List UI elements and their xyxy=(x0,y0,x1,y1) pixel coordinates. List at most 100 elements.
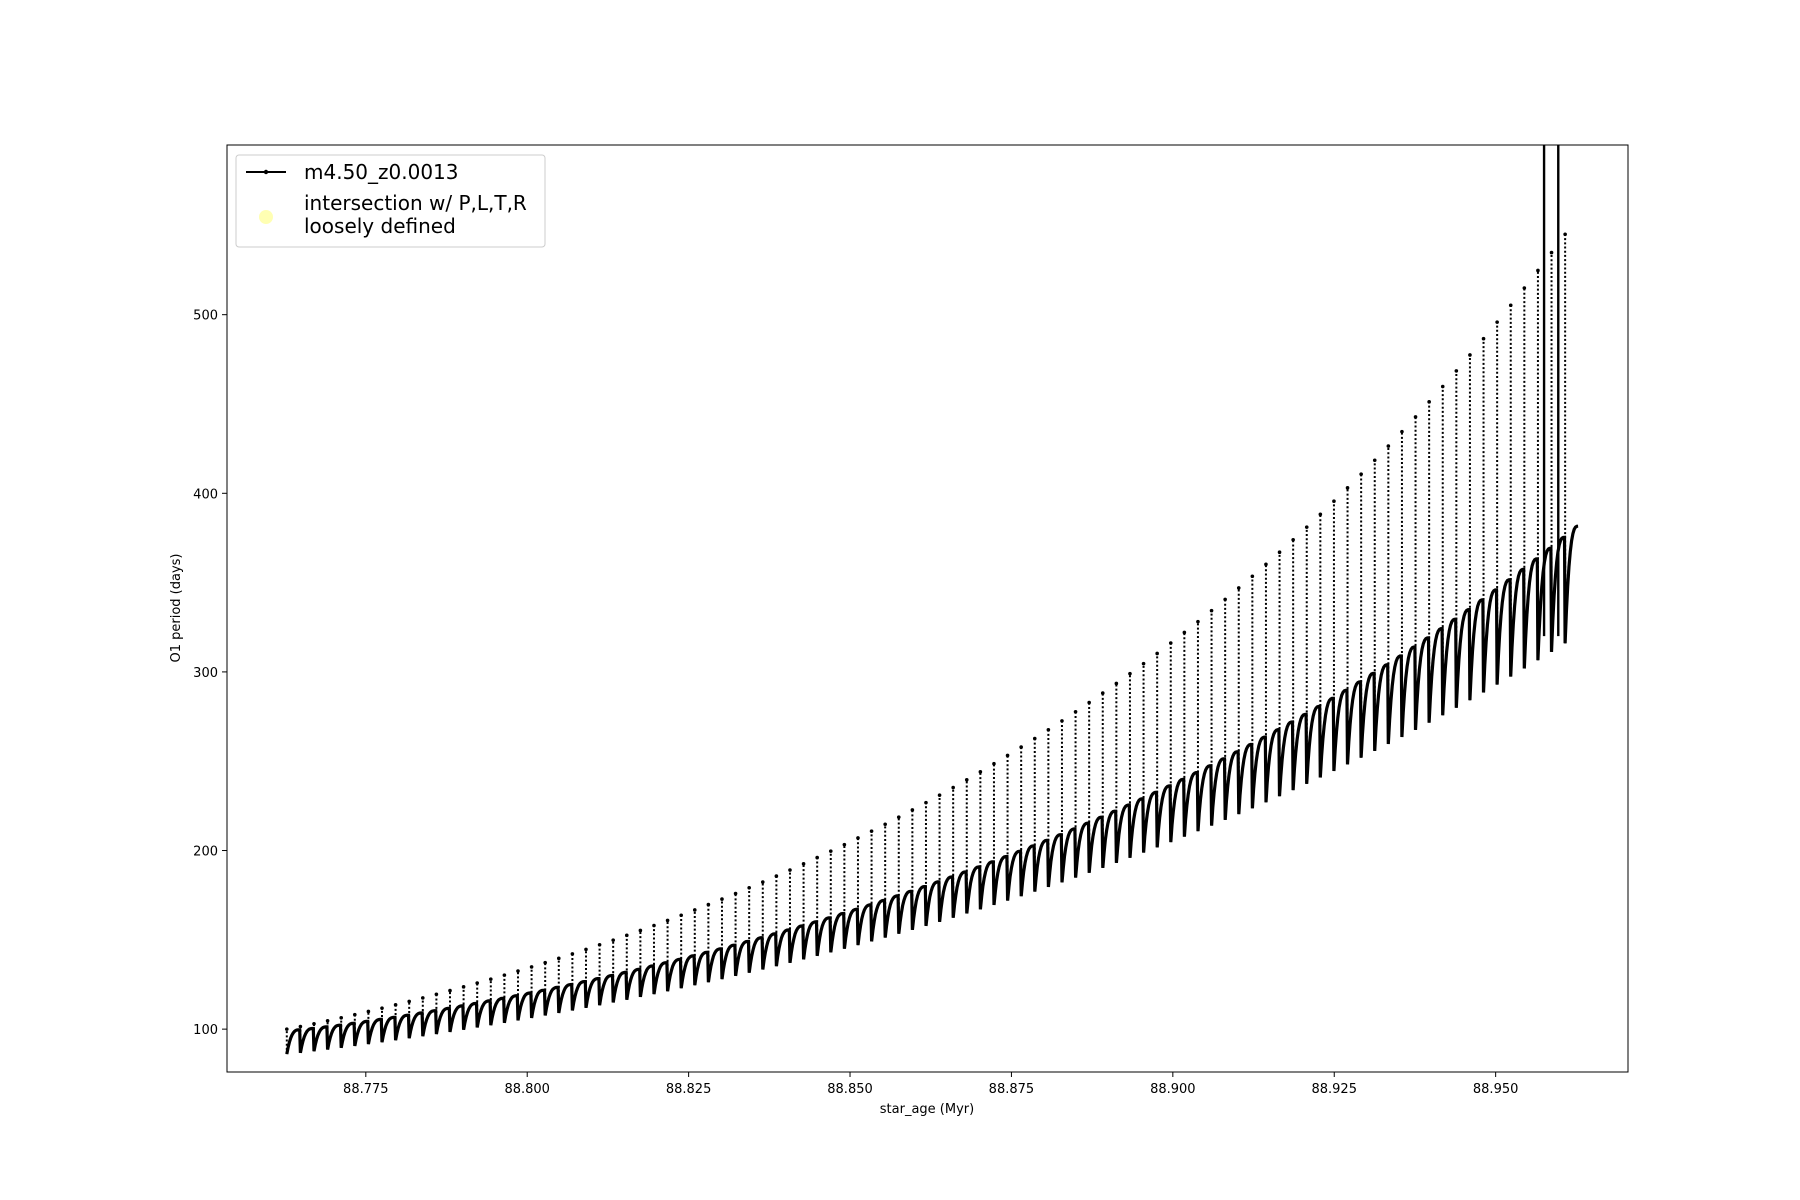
pulse-peak-point xyxy=(1250,574,1255,579)
pulse-peak-point xyxy=(352,1012,357,1017)
pulse-peak-point xyxy=(516,969,520,973)
pulse-peak-point xyxy=(502,973,507,977)
pulse-peak-point xyxy=(760,880,765,884)
legend-label-intersection: intersection w/ P,L,T,R loosely defined xyxy=(304,191,533,238)
pulse-peak-point xyxy=(1223,597,1227,602)
pulse-peak-point xyxy=(1155,651,1159,656)
pulse-peak-point xyxy=(1413,415,1418,419)
pulse-peak-point xyxy=(461,985,466,989)
legend-box xyxy=(235,154,546,248)
legend-label-intersection-line1: intersection w/ P,L,T,R xyxy=(304,191,527,215)
pulse-peak-point xyxy=(624,933,629,938)
axes-frame xyxy=(226,144,1629,1073)
pulse-peak-point xyxy=(1046,727,1051,732)
pulse-peak-point xyxy=(1128,671,1132,676)
pulse-peak-point xyxy=(1468,353,1472,357)
pulse-peak-point xyxy=(475,981,479,985)
pulse-peak-point xyxy=(896,815,901,819)
pulse-peak-point xyxy=(1332,499,1336,503)
pulse-peak-point xyxy=(407,999,411,1004)
pulse-peak-point xyxy=(1536,268,1540,273)
pulse-peak-point xyxy=(978,770,983,774)
pulse-peak-point xyxy=(951,785,955,790)
x-tick-label: 88.875 xyxy=(989,1082,1035,1097)
pulse-peak-point xyxy=(1440,384,1445,389)
pulse-peak-point xyxy=(393,1003,398,1007)
y-axis-ticks: 100 200 300 400 500 xyxy=(193,309,227,1038)
pulse-peak-point xyxy=(883,822,887,827)
pulse-peak-point xyxy=(597,943,602,947)
pulse-peak-point xyxy=(1264,562,1268,567)
pulse-peak-point xyxy=(747,886,751,890)
pulse-peak-point xyxy=(869,829,874,833)
pulse-peak-point xyxy=(924,800,928,805)
pulse-peak-point xyxy=(1087,700,1091,705)
pulse-peak-point xyxy=(543,960,547,965)
x-tick-label: 88.825 xyxy=(666,1082,712,1097)
pulse-peak-point xyxy=(434,992,439,997)
pulse-peak-point xyxy=(1277,550,1282,554)
pulse-peak-point xyxy=(1372,458,1377,463)
pulse-peak-point xyxy=(638,928,643,933)
pulse-peak-point xyxy=(679,913,683,918)
pulse-peak-point xyxy=(720,897,724,901)
pulse-peak-point xyxy=(964,777,969,782)
pulse-peak-point xyxy=(1168,641,1173,645)
pulse-peak-point xyxy=(339,1015,343,1020)
pulse-peak-point xyxy=(488,977,493,981)
pulse-peak-point xyxy=(692,908,697,912)
x-tick-label: 88.925 xyxy=(1311,1082,1357,1097)
pulse-peak-point xyxy=(1236,586,1241,590)
y-tick-label: 200 xyxy=(193,845,218,860)
pulse-peak-point xyxy=(856,836,860,840)
pulse-peak-point xyxy=(1318,512,1323,517)
pulse-peak-point xyxy=(325,1019,330,1023)
pulse-peak-point xyxy=(1345,486,1350,490)
pulse-peak-point xyxy=(1209,608,1214,613)
pulse-peak-point xyxy=(380,1006,384,1010)
pulse-peak-point xyxy=(665,918,670,923)
pulse-peak-point xyxy=(1495,320,1499,324)
pulse-peak-point xyxy=(1454,369,1459,373)
pulse-peak-point xyxy=(910,808,915,812)
pulse-peak-point xyxy=(1291,538,1295,542)
legend-marker-circle xyxy=(259,210,273,224)
pulse-peak-point xyxy=(1508,303,1513,308)
pulse-peak-point xyxy=(448,988,452,993)
x-tick-label: 88.775 xyxy=(343,1082,389,1097)
pulse-peak-point xyxy=(1182,630,1187,635)
y-tick-label: 300 xyxy=(193,666,218,681)
pulse-peak-point xyxy=(1019,745,1023,749)
pulse-peak-point xyxy=(1032,736,1037,741)
series-m4.50_z0.0013 xyxy=(285,145,1579,1055)
plot-area xyxy=(285,145,1579,1055)
pulse-peak-point xyxy=(312,1021,316,1026)
pulse-peak-point xyxy=(1005,753,1010,758)
y-tick-label: 100 xyxy=(193,1023,218,1038)
legend-marker-line xyxy=(246,169,286,175)
pulse-peak-point xyxy=(1549,250,1554,255)
pulse-peak-point xyxy=(1196,619,1200,624)
pulse-peak-point xyxy=(815,855,819,860)
x-tick-label: 88.800 xyxy=(504,1082,550,1097)
x-tick-label: 88.850 xyxy=(827,1082,873,1097)
pulse-peak-point xyxy=(1400,429,1404,434)
pulse-peak-point xyxy=(1427,400,1431,404)
pulse-peak-point xyxy=(1060,719,1064,723)
pulse-peak-point xyxy=(1304,525,1309,529)
x-tick-label: 88.950 xyxy=(1473,1082,1519,1097)
legend: m4.50_z0.0013 intersection w/ P,L,T,R lo… xyxy=(235,154,546,248)
pulse-peak-point xyxy=(1141,661,1146,666)
pulse-peak-point xyxy=(828,849,833,853)
pulse-peak-point xyxy=(584,947,588,952)
pulse-peak-point xyxy=(1522,286,1527,290)
x-tick-label: 88.900 xyxy=(1150,1082,1196,1097)
x-axis-ticks: 88.775 88.800 88.825 88.850 88.875 88.900 88.9… xyxy=(343,1072,1518,1097)
pulse-peak-point xyxy=(611,938,615,942)
legend-label-intersection-line2: loosely defined xyxy=(304,214,456,238)
pulse-peak-point xyxy=(706,902,711,907)
pulse-peak-point xyxy=(992,761,996,766)
pulse-peak-point xyxy=(1563,232,1567,237)
series-line xyxy=(285,524,1579,1055)
